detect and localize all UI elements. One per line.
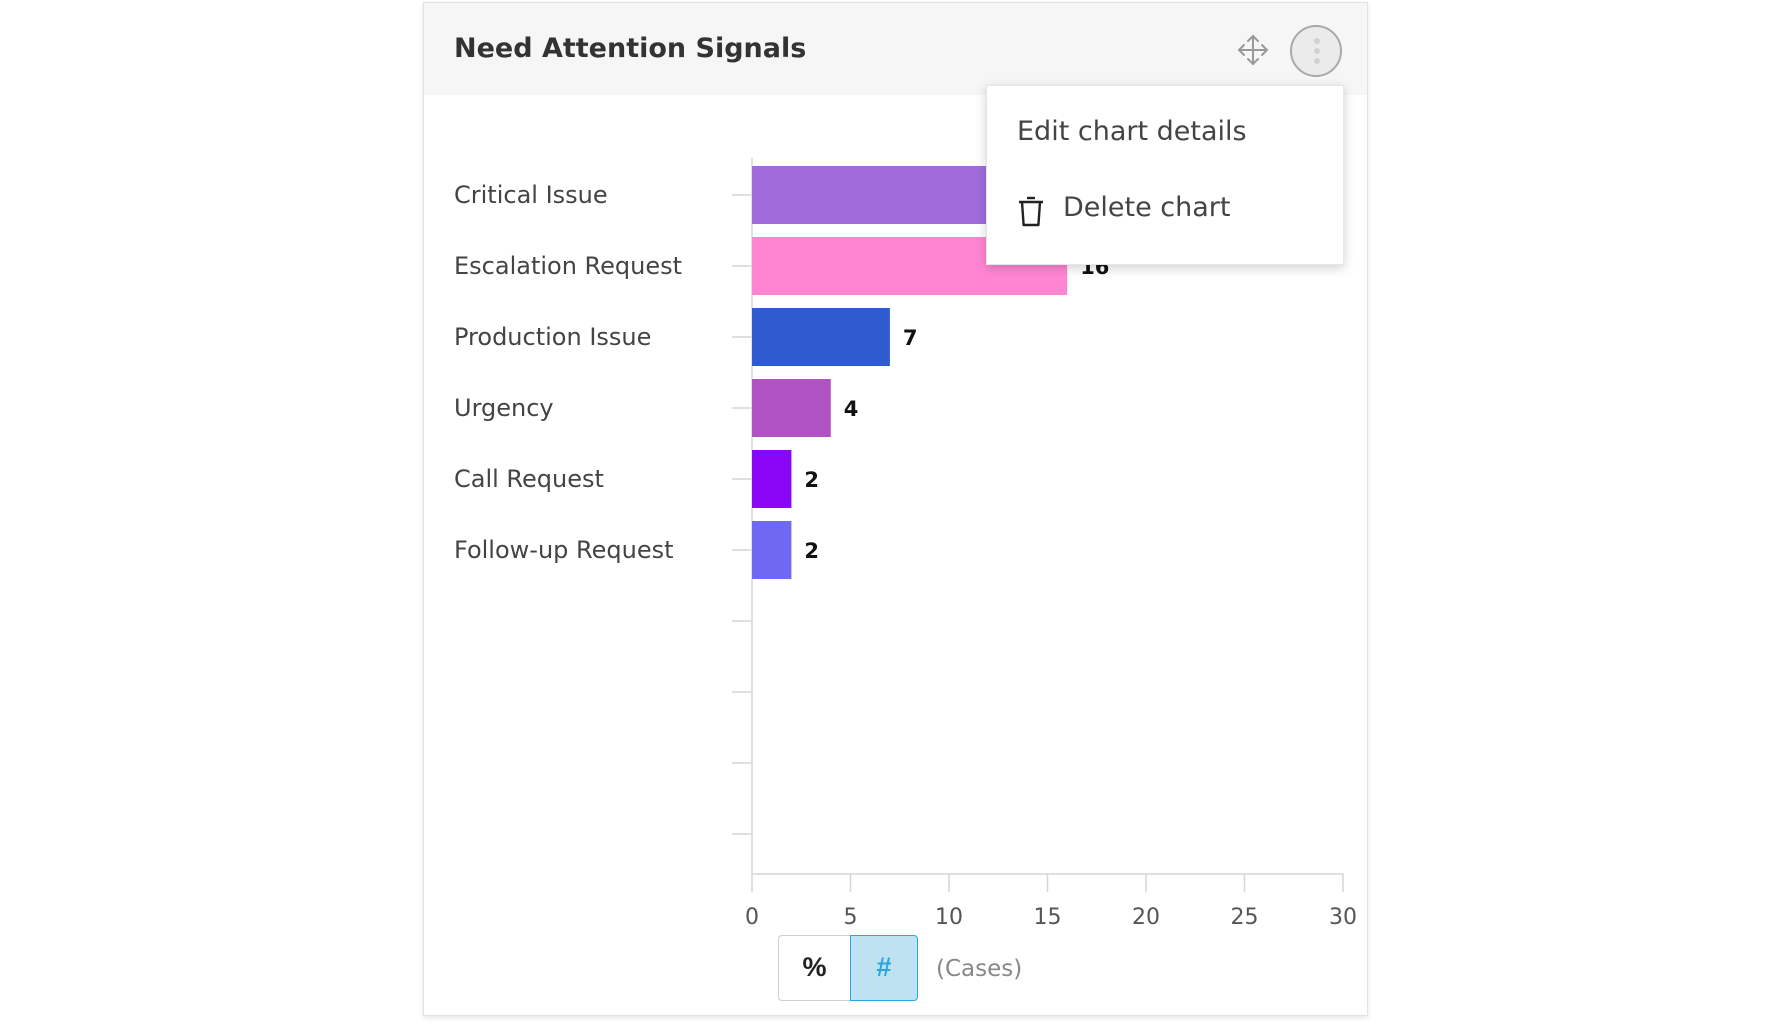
x-tick-label: 0 — [745, 905, 759, 930]
move-arrows-icon[interactable] — [1236, 33, 1270, 67]
bar[interactable] — [752, 450, 792, 508]
x-tick-label: 5 — [844, 905, 858, 930]
x-tick-label: 15 — [1034, 905, 1062, 930]
bar-value-label: 4 — [844, 397, 859, 421]
more-vertical-icon — [1314, 38, 1320, 44]
chart-options-menu: Edit chart details Delete chart — [986, 85, 1344, 265]
category-label: Follow-up Request — [454, 536, 674, 564]
category-label: Urgency — [454, 394, 554, 422]
x-tick-label: 25 — [1231, 905, 1259, 930]
x-tick-label: 20 — [1132, 905, 1160, 930]
bar-value-label: 2 — [804, 468, 819, 492]
edit-chart-details-item[interactable]: Edit chart details — [1017, 116, 1247, 147]
bar[interactable] — [752, 308, 890, 366]
category-label: Critical Issue — [454, 181, 608, 209]
x-tick-label: 30 — [1329, 905, 1357, 930]
bar-value-label: 2 — [804, 539, 819, 563]
unit-label: (Cases) — [936, 956, 1023, 982]
category-label: Call Request — [454, 465, 604, 493]
bar[interactable] — [752, 379, 831, 437]
trash-icon — [1019, 196, 1043, 227]
x-tick-label: 10 — [935, 905, 963, 930]
category-label: Production Issue — [454, 323, 651, 351]
bar-value-label: 7 — [903, 326, 918, 350]
card-title: Need Attention Signals — [454, 33, 807, 64]
category-label: Escalation Request — [454, 252, 682, 280]
delete-chart-item[interactable]: Delete chart — [1017, 192, 1317, 228]
chart-card: Need Attention Signals Critical Issue Esc… — [423, 2, 1368, 1016]
bar[interactable] — [752, 166, 986, 224]
percent-toggle-button[interactable]: % — [778, 935, 850, 1001]
card-header: Need Attention Signals — [424, 3, 1367, 95]
count-toggle-button[interactable]: # — [850, 935, 918, 1001]
delete-chart-label: Delete chart — [1063, 192, 1231, 223]
more-options-button[interactable] — [1290, 25, 1342, 77]
bar[interactable] — [752, 521, 792, 579]
